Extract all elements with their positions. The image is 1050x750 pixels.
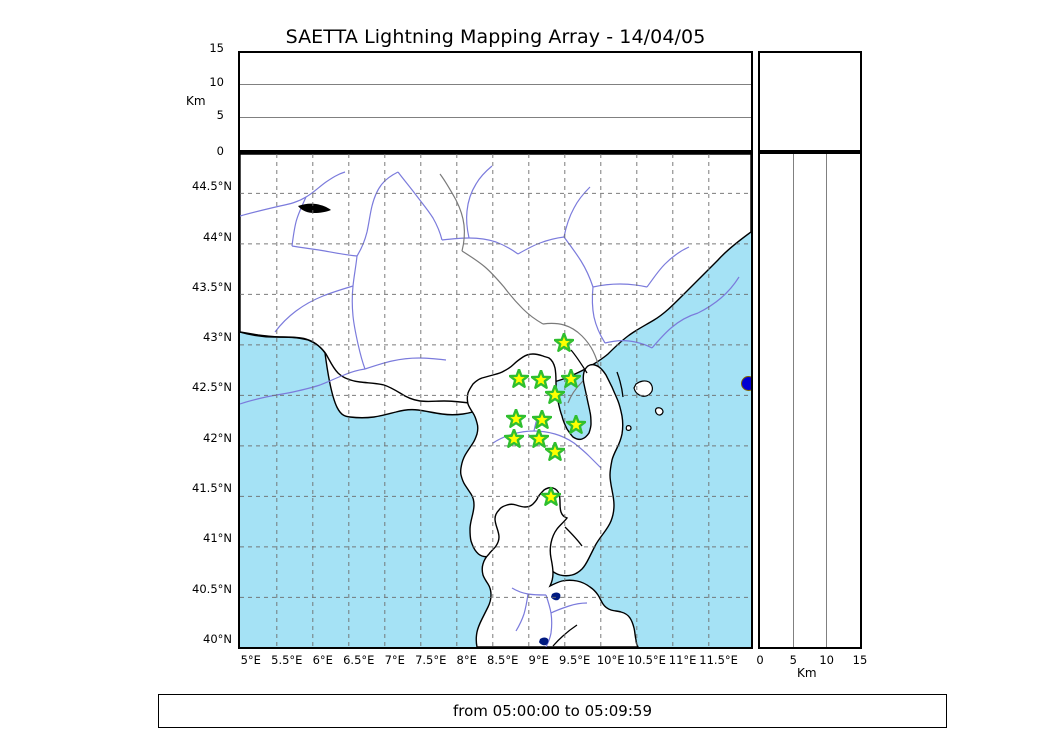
lma-station-marker[interactable] bbox=[561, 369, 582, 389]
top-panel-gridline-5 bbox=[240, 117, 751, 118]
lma-station-marker[interactable] bbox=[530, 370, 551, 390]
lat-tick-40°N: 40°N bbox=[203, 631, 232, 646]
lon-tick-9.5°E: 9.5°E bbox=[559, 653, 591, 667]
top-panel-axis-label: Km bbox=[186, 94, 206, 108]
lma-station-marker[interactable] bbox=[553, 333, 574, 353]
lma-station-marker[interactable] bbox=[509, 369, 530, 389]
lat-tick-42°N: 42°N bbox=[203, 430, 232, 445]
lat-tick-41.5°N: 41.5°N bbox=[192, 481, 232, 496]
coastline-riviera-detail bbox=[240, 331, 470, 404]
administrative-borders bbox=[439, 173, 600, 404]
top-panel-gridline-10 bbox=[240, 84, 751, 85]
coast-fragments bbox=[552, 349, 624, 647]
lma-station-marker[interactable] bbox=[544, 385, 565, 405]
lon-tick-6.5°E: 6.5°E bbox=[343, 653, 375, 667]
page-title: SAETTA Lightning Mapping Array - 14/04/0… bbox=[285, 26, 706, 48]
top-panel-ytick-10: 10 bbox=[209, 75, 224, 89]
lat-tick-44.5°N: 44.5°N bbox=[192, 179, 232, 194]
side-panel-gridline-5 bbox=[793, 154, 794, 647]
lake-sardinia-1 bbox=[551, 592, 561, 601]
lon-tick-8°E: 8°E bbox=[456, 653, 477, 667]
lon-tick-8.5°E: 8.5°E bbox=[487, 653, 519, 667]
lma-station-marker[interactable] bbox=[566, 414, 587, 435]
lon-tick-11°E: 11°E bbox=[668, 653, 697, 667]
lma-station-marker[interactable] bbox=[505, 408, 526, 429]
lat-tick-40.5°N: 40.5°N bbox=[192, 581, 232, 596]
side-altitude-latitude-panel bbox=[758, 152, 862, 649]
map-graticule bbox=[240, 154, 751, 647]
lat-tick-41°N: 41°N bbox=[203, 531, 232, 546]
top-panel-ytick-15: 15 bbox=[209, 41, 224, 55]
lon-tick-10.5°E: 10.5°E bbox=[627, 653, 666, 667]
lightning-source-marker[interactable] bbox=[741, 375, 751, 391]
top-panel-ytick-5: 5 bbox=[216, 108, 224, 122]
top-altitude-longitude-panel bbox=[238, 51, 753, 152]
lat-tick-44°N: 44°N bbox=[203, 229, 232, 244]
lon-tick-7°E: 7°E bbox=[384, 653, 405, 667]
lma-station-marker[interactable] bbox=[531, 409, 552, 430]
small-islands bbox=[625, 380, 664, 431]
side-panel-axis-label: Km bbox=[797, 666, 817, 680]
top-panel-ytick-0: 0 bbox=[216, 144, 224, 158]
sardinia-island bbox=[475, 486, 639, 647]
lma-station-marker[interactable] bbox=[504, 428, 525, 449]
river-network-continental bbox=[240, 165, 740, 405]
lon-tick-5.5°E: 5.5°E bbox=[271, 653, 303, 667]
marker-layer bbox=[240, 154, 751, 647]
side-panel-xtick-5: 5 bbox=[789, 653, 797, 667]
lon-tick-7.5°E: 7.5°E bbox=[415, 653, 447, 667]
lon-tick-5°E: 5°E bbox=[240, 653, 261, 667]
side-panel-gridline-10 bbox=[826, 154, 827, 647]
lat-tick-42.5°N: 42.5°N bbox=[192, 380, 232, 395]
lma-station-marker[interactable] bbox=[528, 428, 549, 449]
lon-tick-10°E: 10°E bbox=[596, 653, 625, 667]
lat-tick-43°N: 43°N bbox=[203, 330, 232, 345]
lat-tick-43.5°N: 43.5°N bbox=[192, 279, 232, 294]
corner-panel bbox=[758, 51, 862, 152]
map-panel bbox=[238, 152, 753, 649]
lma-station-marker[interactable] bbox=[544, 441, 565, 462]
status-bar: from 05:00:00 to 05:09:59 bbox=[158, 694, 947, 728]
coastline-sardinia bbox=[475, 486, 639, 647]
side-panel-xtick-10: 10 bbox=[819, 653, 834, 667]
map-canvas bbox=[240, 154, 751, 647]
status-bar-text: from 05:00:00 to 05:09:59 bbox=[452, 702, 652, 720]
lon-tick-6°E: 6°E bbox=[312, 653, 333, 667]
lma-station-marker[interactable] bbox=[540, 487, 561, 507]
side-panel-xtick-0: 0 bbox=[756, 653, 764, 667]
lake-sardinia-2 bbox=[539, 637, 549, 646]
river-network-sardinia bbox=[511, 587, 588, 647]
lon-tick-11.5°E: 11.5°E bbox=[699, 653, 738, 667]
side-panel-xtick-15: 15 bbox=[852, 653, 868, 667]
lon-tick-9°E: 9°E bbox=[528, 653, 549, 667]
lake-feature bbox=[298, 203, 331, 213]
